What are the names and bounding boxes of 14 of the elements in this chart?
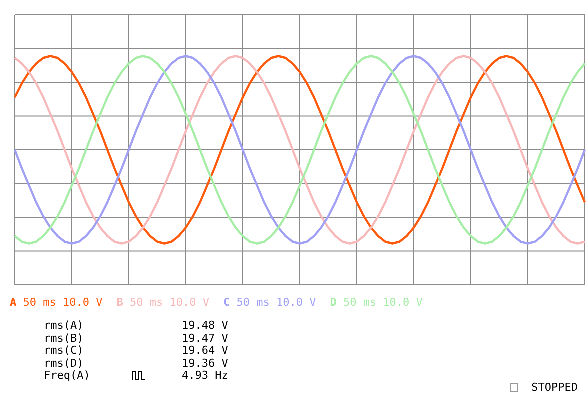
- text: 50 ms 10.0 V: [23, 296, 103, 309]
- text: rms(A) 19.48 V: [44, 319, 228, 332]
- text: Freq(A) 4.93 Hz: [44, 369, 228, 382]
- text: B: [116, 296, 124, 309]
- text: rms(D) 19.36 V: [44, 356, 228, 370]
- text: 50 ms 10.0 V: [130, 296, 210, 309]
- text: rms(B) 19.47 V: [44, 332, 228, 344]
- text: A: [10, 296, 17, 309]
- text: D: [330, 296, 337, 309]
- text: 50 ms 10.0 V: [343, 296, 423, 309]
- text: C: [223, 296, 230, 309]
- text: rms(C) 19.64 V: [44, 344, 228, 357]
- text: 50 ms 10.0 V: [236, 296, 316, 309]
- text: STOPPED: [532, 380, 578, 394]
